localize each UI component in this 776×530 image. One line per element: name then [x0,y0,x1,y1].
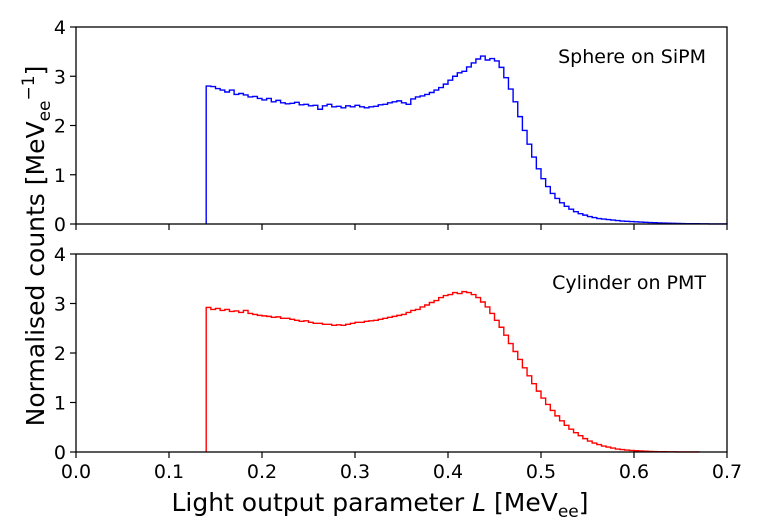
x-tick-label: 0.7 [712,461,742,483]
x-tick-label: 0.2 [247,461,277,483]
x-axis-title-prefix: Light output parameter [171,488,472,517]
x-axis-title-unit-subscript: ee [558,502,579,522]
y-tick-label-panel-0: 2 [54,116,66,138]
x-axis-title-variable: L [472,488,486,517]
y-tick-label-panel-1: 2 [54,343,66,365]
y-tick-label-panel-1: 3 [54,294,66,316]
x-axis-title-unit: [MeV [486,488,558,517]
panel-1: 0.0 0.1 0.2 0.3 0.4 0.5 0.6 0.7 0 1 2 3 4 [54,244,742,483]
histogram-line-panel-1 [205,290,700,453]
y-axis-title-close: ] [21,66,50,76]
y-tick-label-panel-0: 4 [54,17,66,39]
y-tick-label-panel-0: 3 [54,66,66,88]
y-axis-title: Normalised counts [MeVee−1] [19,66,55,427]
panel-0: 0 1 2 3 4 [54,17,728,236]
y-axis-title-superscript: −1 [19,75,39,100]
x-tick-label: 0.3 [340,461,370,483]
y-axis-title-prefix: Normalised counts [MeV [21,121,50,426]
y-tick-label-panel-1: 0 [54,442,66,464]
x-tick-label: 0.4 [433,461,463,483]
panel-label-sphere-on-sipm: Sphere on SiPM [558,46,706,68]
y-axis-title-subscript: ee [35,100,55,121]
panel-label-cylinder-on-pmt: Cylinder on PMT [552,272,706,294]
x-tick-label: 0.6 [619,461,649,483]
x-tick-label: 0.0 [61,461,91,483]
x-tick-label: 0.5 [526,461,556,483]
x-axis-title-unit-close: ] [579,488,589,517]
y-tick-label-panel-0: 0 [54,214,66,236]
y-tick-label-panel-1: 4 [54,244,66,266]
histogram-line-panel-0 [205,55,728,225]
y-tick-label-panel-1: 1 [54,393,66,415]
x-tick-label: 0.1 [154,461,184,483]
y-tick-label-panel-0: 1 [54,165,66,187]
x-axis-title: Light output parameter L [MeVee] [171,488,588,522]
